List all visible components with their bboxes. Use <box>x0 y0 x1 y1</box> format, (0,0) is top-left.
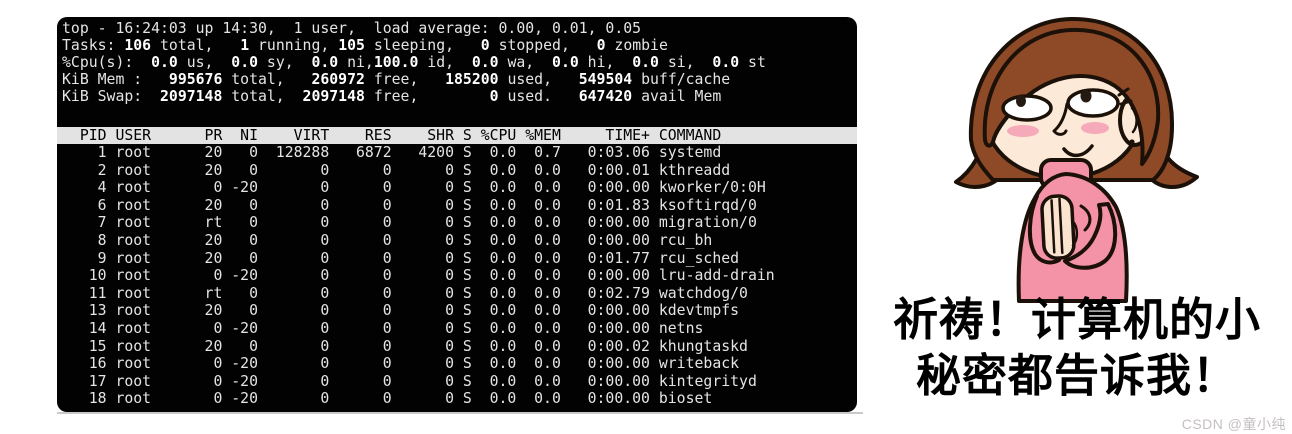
eyelashes <box>1117 87 1133 106</box>
process-row: 10 root 0 -20 0 0 0 S 0.0 0.0 0:00.00 lr… <box>62 267 775 285</box>
right-sleeve <box>1063 202 1118 270</box>
terminal-blank-line <box>57 105 857 127</box>
caption-text: 祈祷！计算机的小 秘密都告诉我！ <box>862 292 1292 404</box>
process-row: 13 root 20 0 0 0 0 S 0.0 0.0 0:00.00 kde… <box>62 302 740 320</box>
process-row: 2 root 20 0 0 0 0 S 0.0 0.0 0:00.01 kthr… <box>62 161 731 179</box>
earring <box>1129 139 1135 145</box>
process-row: 9 root 20 0 0 0 0 S 0.0 0.0 0:01.77 rcu_… <box>62 249 740 267</box>
process-row: 14 root 0 -20 0 0 0 S 0.0 0.0 0:00.00 ne… <box>62 319 704 337</box>
mouth <box>1062 144 1094 158</box>
top-summary-line: KiB Mem : 995676 total, 260972 free, 185… <box>62 71 731 88</box>
process-row: 4 root 0 -20 0 0 0 S 0.0 0.0 0:00.00 kwo… <box>62 179 766 197</box>
process-row: 6 root 20 0 0 0 0 S 0.0 0.0 0:01.83 ksof… <box>62 196 757 214</box>
left-eye <box>1001 94 1053 122</box>
terminal-window[interactable]: top - 16:24:03 up 14:30, 1 user, load av… <box>57 17 857 412</box>
process-table-rows: 1 root 20 0 128288 6872 4200 S 0.0 0.7 0… <box>57 144 857 408</box>
praying-hands <box>1040 194 1076 260</box>
top-summary-line: top - 16:24:03 up 14:30, 1 user, load av… <box>62 20 642 37</box>
watermark: CSDN @童小纯 <box>1181 416 1286 432</box>
chest-fold-line <box>1079 204 1092 232</box>
right-eye <box>1066 88 1120 118</box>
top-summary-block: top - 16:24:03 up 14:30, 1 user, load av… <box>57 20 857 105</box>
left-blush <box>1007 125 1039 137</box>
caption-line-1: 祈祷！计算机的小 <box>892 294 1261 345</box>
terminal-content: top - 16:24:03 up 14:30, 1 user, load av… <box>57 17 857 408</box>
top-summary-line: KiB Swap: 2097148 total, 2097148 free, 0… <box>62 88 722 105</box>
left-pupil <box>1016 95 1026 107</box>
top-summary-line: %Cpu(s): 0.0 us, 0.0 sy, 0.0 ni,100.0 id… <box>62 54 766 71</box>
right-blush <box>1081 122 1109 134</box>
thumb-line <box>1071 220 1079 247</box>
process-row: 11 root rt 0 0 0 0 S 0.0 0.0 0:02.79 wat… <box>62 284 748 302</box>
process-row: 8 root 20 0 0 0 0 S 0.0 0.0 0:00.00 rcu_… <box>62 231 713 249</box>
finger-lines <box>1050 197 1064 255</box>
process-row: 16 root 0 -20 0 0 0 S 0.0 0.0 0:00.00 wr… <box>62 355 740 373</box>
praying-girl-illustration <box>954 16 1199 303</box>
right-pupil <box>1080 89 1092 103</box>
hair-fringe <box>982 27 1161 166</box>
terminal-bottom-border <box>57 412 863 414</box>
process-row: 1 root 20 0 128288 6872 4200 S 0.0 0.7 0… <box>62 144 722 161</box>
left-sleeve-line <box>1028 194 1061 265</box>
caption-line-2: 秘密都告诉我！ <box>915 350 1238 401</box>
process-row: 17 root 0 -20 0 0 0 S 0.0 0.0 0:00.00 ki… <box>62 372 757 390</box>
process-row: 15 root 20 0 0 0 0 S 0.0 0.0 0:00.02 khu… <box>62 337 748 355</box>
process-row: 7 root rt 0 0 0 0 S 0.0 0.0 0:00.00 migr… <box>62 214 757 232</box>
nose <box>1052 102 1069 136</box>
process-table-header: PID USER PR NI VIRT RES SHR S %CPU %MEM … <box>57 127 857 144</box>
process-row: 18 root 0 -20 0 0 0 S 0.0 0.0 0:00.00 bi… <box>62 390 713 408</box>
top-summary-line: Tasks: 106 total, 1 running, 105 sleepin… <box>62 37 668 54</box>
